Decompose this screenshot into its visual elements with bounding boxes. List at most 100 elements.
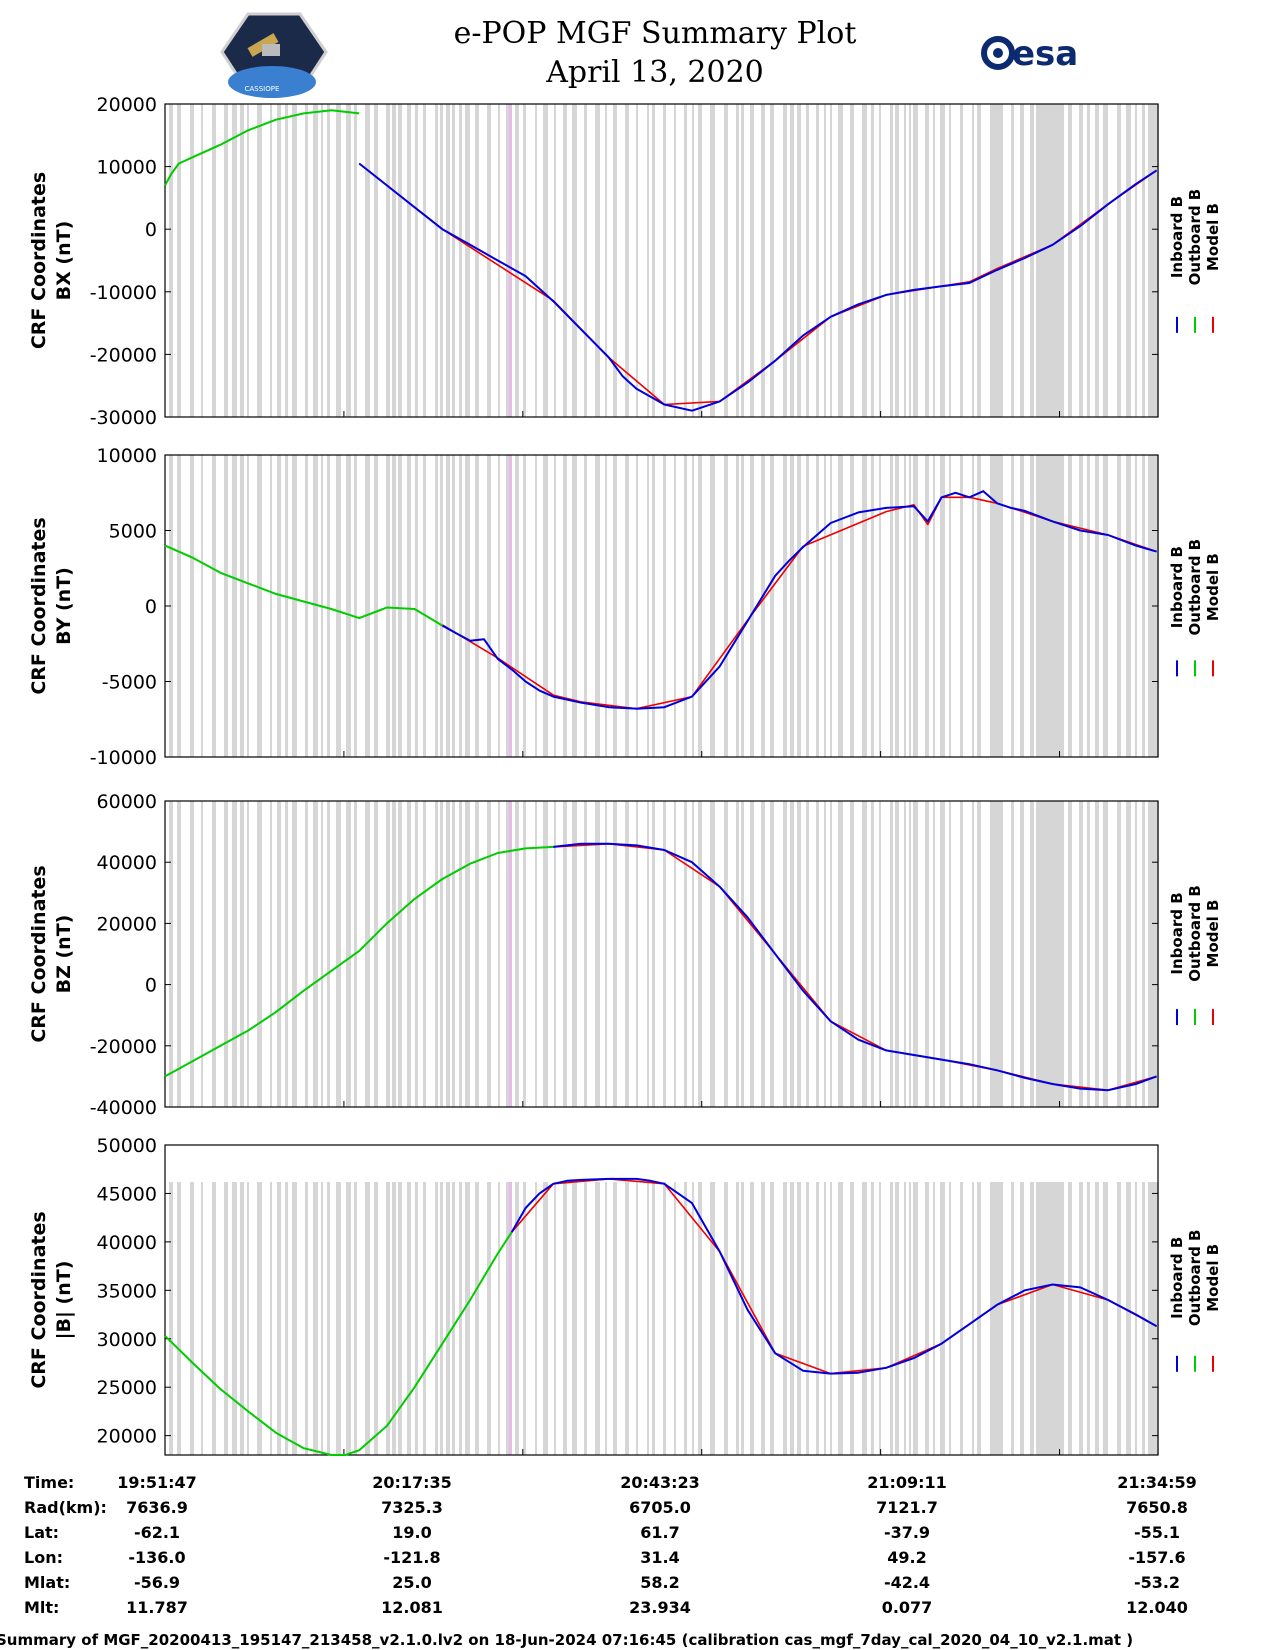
gap-stripe: [1117, 455, 1121, 757]
legend-label-inboard: Inboard B: [1168, 196, 1186, 278]
gap-stripe: [816, 801, 819, 1107]
gap-stripe: [354, 1182, 357, 1455]
gap-stripe: [313, 104, 318, 417]
table-cell: 58.2: [640, 1573, 679, 1592]
gap-stripe: [321, 801, 323, 1107]
axes-frame: [164, 1144, 1159, 1456]
gap-stripe: [595, 801, 600, 1107]
y-tick-label: -10000: [90, 282, 157, 304]
gap-stripe: [392, 1182, 396, 1455]
gap-stripe: [415, 801, 418, 1107]
gap-stripe: [177, 801, 181, 1107]
gap-stripe: [770, 455, 774, 757]
gap-stripe: [446, 801, 450, 1107]
gap-stripe: [890, 801, 893, 1107]
gap-stripe: [783, 104, 787, 417]
gap-stripe: [201, 104, 203, 417]
gap-stripe: [862, 801, 867, 1107]
gap-stripe: [806, 455, 809, 757]
gap-stripe: [1135, 104, 1137, 417]
gap-stripe: [1061, 455, 1064, 757]
gap-stripe: [1068, 104, 1072, 417]
gap-stripe: [523, 801, 526, 1107]
gap-stripe: [201, 801, 203, 1107]
gap-stripe: [232, 104, 237, 417]
gap-stripe: [398, 1182, 402, 1455]
gap-stripe: [240, 104, 244, 417]
y-axis-label-line2: BZ (nT): [53, 915, 75, 994]
gap-stripe: [761, 801, 765, 1107]
page-date: April 13, 2020: [545, 55, 764, 90]
gap-stripe: [365, 1182, 370, 1455]
gap-stripe: [879, 104, 881, 417]
gap-stripe: [824, 104, 826, 417]
axes-frame: [164, 800, 1159, 1108]
gap-stripe: [257, 1182, 262, 1455]
y-axis-label-line2: BX (nT): [53, 221, 75, 301]
gap-stripe: [797, 455, 801, 757]
panel-2: 10000 5000 0 -5000 -10000 CRF Coordinates BY (…: [28, 445, 1222, 769]
gap-stripe: [741, 801, 744, 1107]
gap-stripe: [1030, 801, 1034, 1107]
gap-stripe: [321, 104, 323, 417]
esa-logo-text: esa: [1012, 34, 1078, 74]
gap-stripe: [949, 455, 951, 757]
gap-stripe: [523, 455, 526, 757]
gap-stripe: [783, 801, 787, 1107]
gap-stripe: [240, 1182, 244, 1455]
series-model-line: [553, 842, 1157, 1091]
gap-stripe: [698, 1182, 702, 1455]
gap-stripe: [365, 455, 370, 757]
gap-stripe: [212, 801, 216, 1107]
gap-stripe: [940, 1182, 945, 1455]
cassiope-logo-text: CASSIOPE: [245, 85, 280, 93]
gap-stripe: [741, 104, 744, 417]
gap-stripe: [435, 455, 438, 757]
table-cell: -136.0: [128, 1548, 185, 1567]
gap-stripe: [761, 455, 765, 757]
legend: Inboard B Outboard B Model B: [1168, 539, 1222, 677]
gap-stripe: [1079, 1182, 1083, 1455]
gap-stripe: [212, 1182, 216, 1455]
gap-stripe: [584, 455, 587, 757]
gap-stripe: [625, 1182, 629, 1455]
gap-stripe: [684, 1182, 687, 1455]
gap-stripe: [595, 455, 600, 757]
y-axis-label-line2: |B| (nT): [53, 1261, 75, 1340]
gap-stripe: [535, 1182, 537, 1455]
gap-stripe: [1103, 1182, 1108, 1455]
gap-stripe: [515, 1182, 519, 1455]
gap-stripe: [1087, 455, 1090, 757]
gap-stripe: [770, 104, 774, 417]
gap-stripe: [374, 801, 378, 1107]
gap-stripe: [515, 455, 519, 757]
gap-stripe: [407, 104, 411, 417]
gap-stripe: [850, 1182, 854, 1455]
table-cell: -121.8: [383, 1548, 440, 1567]
gap-stripe: [190, 104, 194, 417]
gap-stripe: [169, 104, 173, 417]
y-tick-label: 20000: [97, 913, 157, 935]
gap-band: [993, 801, 1001, 1107]
gap-stripe: [909, 455, 911, 757]
y-axis-label-line1: CRF Coordinates: [28, 865, 50, 1042]
legend-label-model: Model B: [1204, 203, 1222, 271]
table-cell: 12.081: [381, 1598, 443, 1617]
gap-stripe: [465, 1182, 470, 1455]
cassiope-logo: CASSIOPE: [220, 12, 328, 98]
gap-band: [1036, 1182, 1061, 1455]
y-tick-label: 0: [145, 596, 157, 618]
gap-stripe: [806, 104, 809, 417]
gap-stripe: [904, 801, 906, 1107]
gap-stripe: [346, 104, 351, 417]
y-tick-label: 0: [145, 975, 157, 997]
legend: Inboard B Outboard B Model B: [1168, 189, 1222, 333]
gap-stripe: [386, 104, 390, 417]
gap-stripe: [692, 1182, 694, 1455]
gap-stripe: [698, 104, 702, 417]
gap-stripe: [913, 455, 918, 757]
gap-stripe: [554, 1182, 556, 1455]
gap-stripe: [972, 1182, 974, 1455]
gap-stripe: [572, 104, 577, 417]
gap-stripe: [1011, 801, 1014, 1107]
